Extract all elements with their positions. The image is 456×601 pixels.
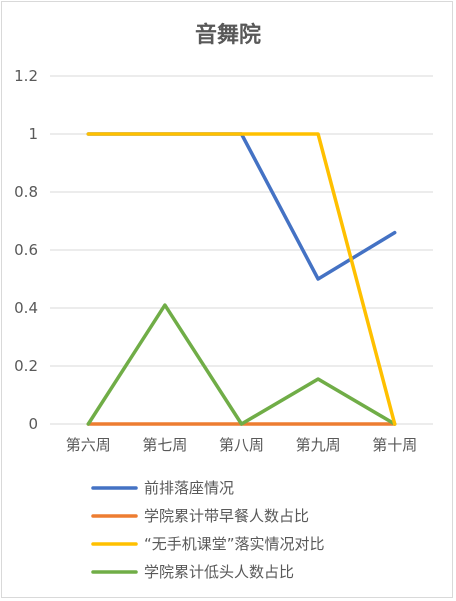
x-tick-label: 第七周: [142, 436, 187, 454]
y-tick-label: 0.6: [14, 241, 38, 259]
series-line-2: [86, 132, 397, 426]
series-lines: [86, 132, 397, 426]
y-tick-label: 0.4: [14, 299, 38, 317]
y-tick-label: 0.2: [14, 357, 38, 375]
legend-label-1: 学院累计带早餐人数占比: [144, 507, 309, 525]
x-tick-label: 第六周: [66, 436, 111, 454]
y-tick-label: 0: [28, 415, 38, 433]
chart-title: 音舞院: [195, 22, 261, 48]
x-tick-label: 第八周: [219, 436, 264, 454]
legend-label-0: 前排落座情况: [144, 479, 234, 497]
y-tick-label: 0.8: [14, 183, 38, 201]
x-tick-label: 第十周: [372, 436, 417, 454]
x-axis-ticks: 第六周 第七周 第八周 第九周 第十周: [66, 436, 417, 454]
legend-label-2: “无手机课堂”落实情况对比: [144, 535, 325, 553]
x-tick-label: 第九周: [296, 436, 341, 454]
legend-label-3: 学院累计低头人数占比: [144, 563, 294, 581]
y-tick-label: 1.2: [14, 67, 38, 85]
series-line-0: [86, 132, 397, 281]
y-tick-label: 1: [28, 125, 38, 143]
y-axis-ticks: 0 0.2 0.4 0.6 0.8 1 1.2: [14, 67, 38, 433]
series-line-3: [86, 303, 397, 426]
gridlines: [50, 75, 433, 425]
